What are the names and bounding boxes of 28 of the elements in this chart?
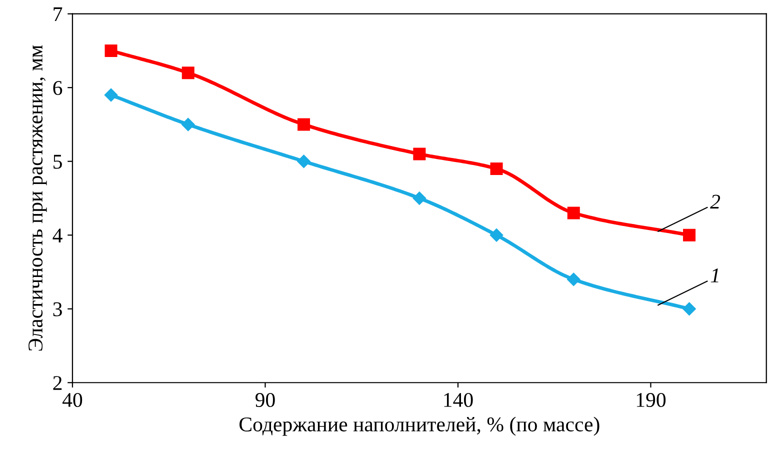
x-tick-label: 40 xyxy=(62,392,82,408)
x-tick-label: 140 xyxy=(444,392,473,408)
y-tick-label: 2 xyxy=(53,376,62,390)
y-tick-label: 3 xyxy=(53,302,62,316)
point xyxy=(412,192,426,205)
y-axis-title: Эластичность при растяжении, мм xyxy=(28,45,47,351)
series-label: 2 xyxy=(710,194,720,209)
point xyxy=(413,148,426,160)
point xyxy=(683,228,696,242)
point xyxy=(490,162,503,175)
series-label: 1 xyxy=(710,268,718,282)
point xyxy=(104,44,118,57)
y-tick-label: 7 xyxy=(54,7,62,22)
point xyxy=(104,88,118,102)
point xyxy=(182,66,194,80)
x-axis-title: Содержание наполнителей, % (по массе) xyxy=(240,416,600,436)
point xyxy=(297,154,310,168)
x-tick-label: 90 xyxy=(255,392,275,408)
point xyxy=(298,118,310,131)
y-tick-label: 5 xyxy=(54,154,62,169)
y-tick-label: 6 xyxy=(53,81,62,96)
point xyxy=(567,272,580,286)
point xyxy=(682,302,696,316)
point xyxy=(567,206,580,220)
point xyxy=(490,228,504,242)
y-tick-label: 4 xyxy=(52,228,62,242)
x-tick-label: 190 xyxy=(636,392,666,408)
point xyxy=(182,118,195,132)
